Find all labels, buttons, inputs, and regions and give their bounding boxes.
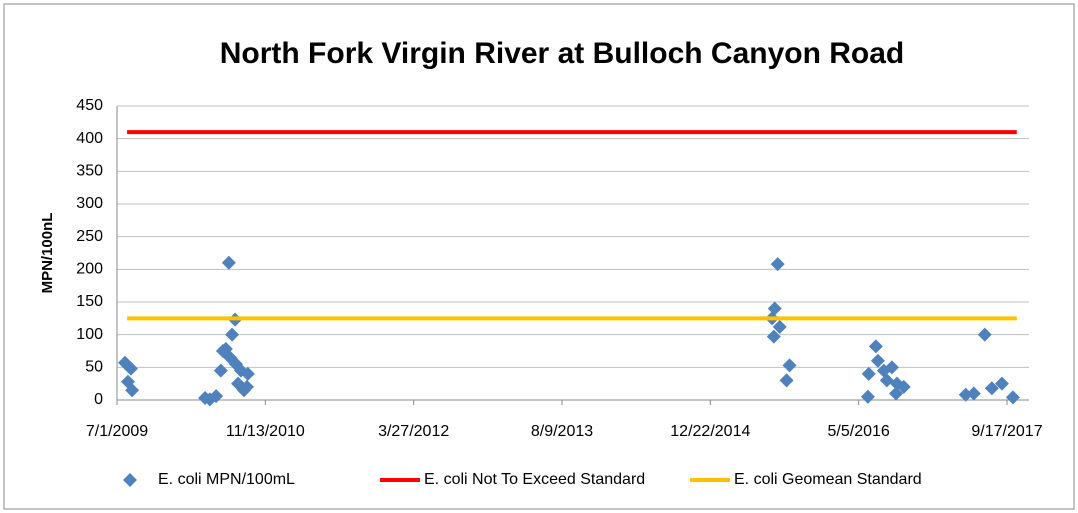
point bbox=[889, 386, 904, 401]
legend-label: E. coli Geomean Standard bbox=[734, 471, 922, 488]
y-tick-label: 150 bbox=[76, 293, 103, 310]
point bbox=[225, 327, 240, 342]
point bbox=[860, 389, 875, 404]
point bbox=[896, 379, 911, 394]
point bbox=[767, 301, 782, 316]
x-tick-label: 5/5/2016 bbox=[828, 423, 890, 440]
point bbox=[209, 389, 224, 404]
x-tick-label: 11/13/2010 bbox=[226, 423, 305, 440]
point bbox=[125, 383, 140, 398]
y-tick-label: 400 bbox=[76, 130, 103, 147]
point bbox=[221, 255, 236, 270]
y-tick-label: 0 bbox=[94, 391, 103, 408]
point bbox=[868, 339, 883, 354]
point bbox=[1005, 390, 1020, 405]
x-tick-label: 7/1/2009 bbox=[86, 423, 148, 440]
point bbox=[766, 329, 781, 344]
point bbox=[977, 327, 992, 342]
y-tick-label: 450 bbox=[76, 97, 103, 114]
chart-title: North Fork Virgin River at Bulloch Canyo… bbox=[220, 37, 905, 70]
point bbox=[984, 381, 999, 396]
y-tick-label: 350 bbox=[76, 163, 103, 180]
point bbox=[123, 361, 138, 376]
legend-label: E. coli Not To Exceed Standard bbox=[424, 471, 645, 488]
point bbox=[770, 257, 785, 272]
x-tick-label: 12/22/2014 bbox=[670, 423, 750, 440]
x-tick-label: 9/17/2017 bbox=[971, 423, 1042, 440]
point bbox=[861, 366, 876, 381]
y-tick-label: 100 bbox=[76, 326, 103, 343]
y-tick-label: 200 bbox=[76, 261, 103, 278]
point bbox=[994, 376, 1009, 391]
y-tick-label: 300 bbox=[76, 195, 103, 212]
point bbox=[884, 360, 899, 375]
point bbox=[966, 386, 981, 401]
point bbox=[870, 353, 885, 368]
y-tick-label: 50 bbox=[85, 359, 103, 376]
point bbox=[213, 363, 228, 378]
x-tick-label: 8/9/2013 bbox=[531, 423, 593, 440]
y-tick-label: 250 bbox=[76, 228, 103, 245]
chart-frame bbox=[3, 3, 1075, 510]
legend-marker bbox=[123, 473, 137, 487]
legend-label: E. coli MPN/100mL bbox=[158, 471, 295, 488]
point bbox=[240, 366, 255, 381]
x-tick-label: 3/27/2012 bbox=[378, 423, 449, 440]
point bbox=[239, 379, 254, 394]
point bbox=[779, 373, 794, 388]
point bbox=[782, 358, 797, 373]
point bbox=[772, 319, 787, 334]
y-axis-label: MPN/100nL bbox=[39, 213, 56, 294]
